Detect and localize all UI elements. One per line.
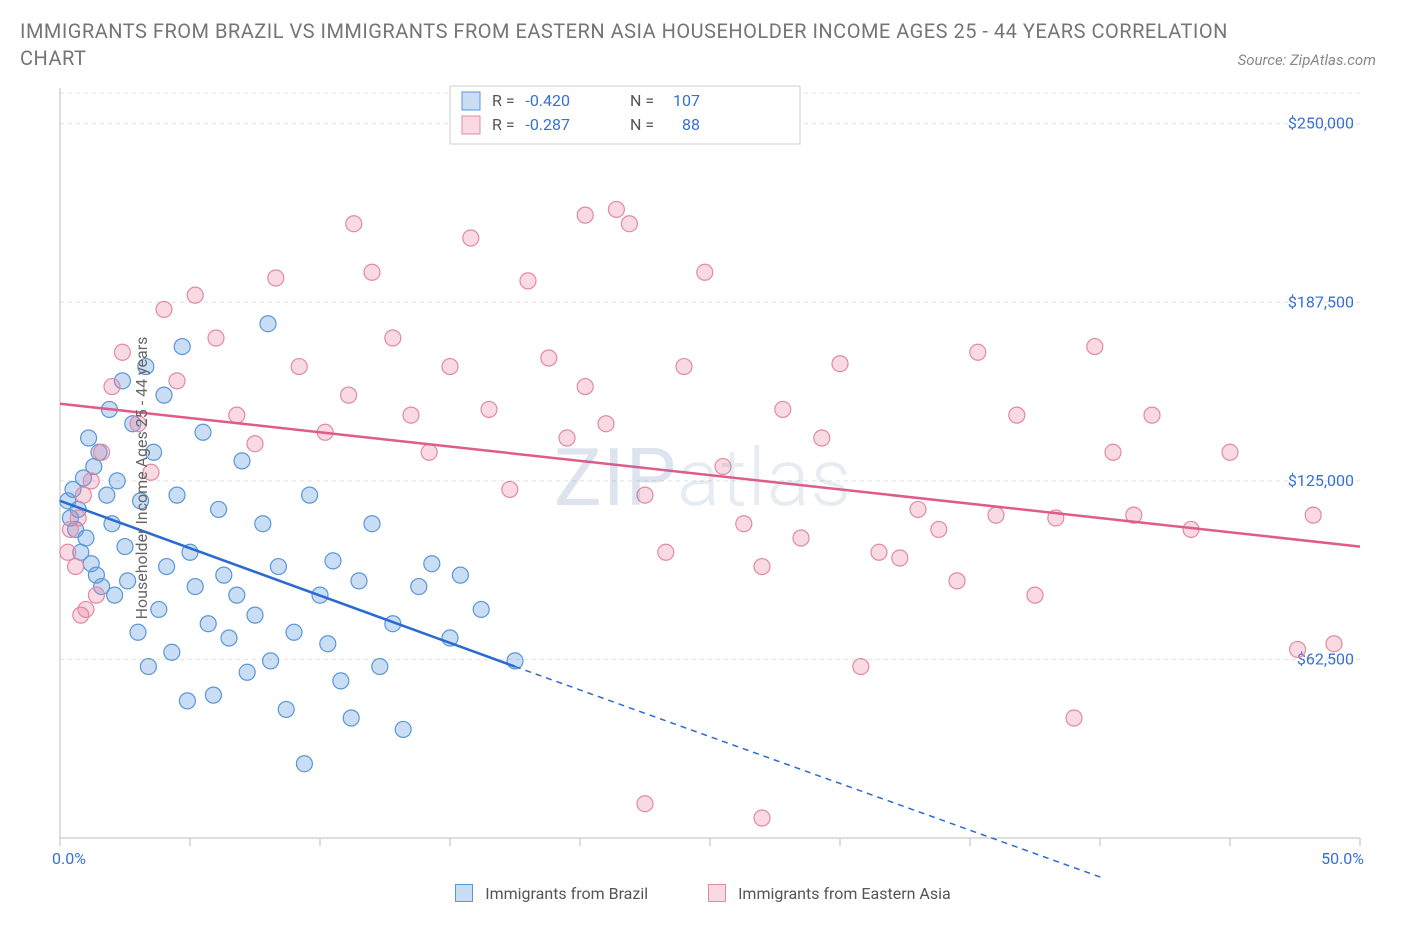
legend-label-asia: Immigrants from Eastern Asia bbox=[738, 884, 951, 903]
legend-swatch-brazil bbox=[455, 884, 473, 902]
svg-text:-0.287: -0.287 bbox=[525, 115, 570, 134]
svg-text:107: 107 bbox=[673, 91, 700, 110]
chart-title-line2: CHART bbox=[20, 46, 86, 70]
svg-text:0.0%: 0.0% bbox=[52, 849, 86, 868]
legend-swatch-asia bbox=[708, 884, 726, 902]
legend-label-brazil: Immigrants from Brazil bbox=[485, 884, 648, 903]
source-label: Source: ZipAtlas.com bbox=[1238, 51, 1376, 69]
svg-text:N =: N = bbox=[630, 91, 654, 110]
svg-text:N =: N = bbox=[630, 115, 654, 134]
y-axis-title: Householder Income Ages 25 - 44 years bbox=[132, 337, 151, 620]
svg-text:88: 88 bbox=[682, 115, 700, 134]
svg-text:$250,000: $250,000 bbox=[1288, 114, 1354, 133]
svg-text:-0.420: -0.420 bbox=[525, 91, 570, 110]
legend-item-brazil: Immigrants from Brazil bbox=[455, 884, 648, 903]
svg-text:R =: R = bbox=[492, 91, 515, 110]
scatter-chart: $62,500$125,000$187,500$250,0000.0%50.0%… bbox=[10, 78, 1396, 878]
svg-text:50.0%: 50.0% bbox=[1321, 849, 1364, 868]
chart-header: IMMIGRANTS FROM BRAZIL VS IMMIGRANTS FRO… bbox=[0, 0, 1406, 74]
svg-text:$125,000: $125,000 bbox=[1288, 471, 1354, 490]
chart-title-line1: IMMIGRANTS FROM BRAZIL VS IMMIGRANTS FRO… bbox=[20, 16, 1386, 46]
svg-text:R =: R = bbox=[492, 115, 515, 134]
chart-area: Householder Income Ages 25 - 44 years ZI… bbox=[10, 78, 1396, 878]
legend-item-asia: Immigrants from Eastern Asia bbox=[708, 884, 951, 903]
svg-text:$187,500: $187,500 bbox=[1288, 292, 1354, 311]
bottom-legend: Immigrants from Brazil Immigrants from E… bbox=[0, 884, 1406, 903]
